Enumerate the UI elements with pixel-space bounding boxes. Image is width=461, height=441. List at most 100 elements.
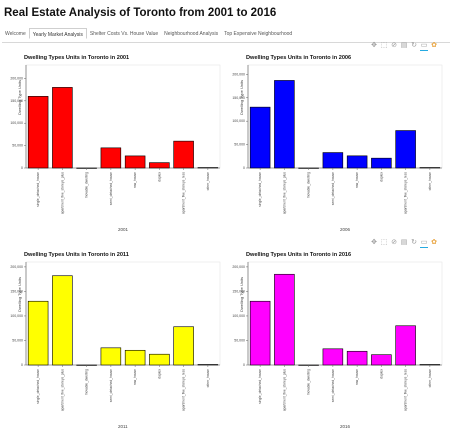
x-tick-label: movable_dwelling: [307, 172, 311, 198]
tab-neighbourhood-analysis[interactable]: Neighbourhood Analysis: [164, 31, 219, 37]
hover-icon[interactable]: ▭: [420, 41, 428, 51]
x-axis-label: 2016: [340, 424, 351, 429]
bar: [322, 348, 344, 366]
bar: [52, 275, 73, 366]
bokeh-logo-icon[interactable]: ✿: [431, 42, 437, 49]
y-tick-label: 150,000: [10, 289, 23, 293]
bar: [27, 300, 49, 366]
y-tick-label: 200,000: [232, 265, 245, 269]
bar: [395, 130, 416, 169]
pan-icon[interactable]: ✥: [371, 239, 377, 246]
bar: [371, 354, 392, 366]
x-tick-label: other_house: [206, 172, 210, 190]
box-zoom-icon[interactable]: ⬚: [380, 239, 388, 246]
bokeh-logo-icon[interactable]: ✿: [431, 239, 437, 246]
bar: [124, 349, 146, 366]
chart-title: Dwelling Types Units in Toronto in 2006: [246, 55, 352, 61]
wheel-zoom-icon[interactable]: ⊘: [391, 239, 397, 246]
y-tick-label: 100,000: [232, 119, 245, 123]
y-tick-label: 200,000: [10, 265, 23, 269]
chart-2006: Dwelling Types Units in Toronto in 2006 …: [232, 55, 450, 240]
bar: [249, 300, 271, 366]
x-tick-label: movable_dwelling: [85, 172, 89, 198]
tab-yearly-market-analysis[interactable]: Yearly Market Analysis: [28, 28, 87, 39]
reset-icon[interactable]: ↻: [411, 239, 417, 246]
bar: [27, 96, 49, 169]
x-tick-label: movable_dwelling: [307, 369, 311, 395]
y-tick-label: 50,000: [234, 143, 245, 147]
x-tick-label: apartment_five_storeys_plus: [282, 369, 286, 412]
y-tick-label: 100,000: [232, 314, 245, 318]
y-tick-label: 150,000: [10, 99, 23, 103]
y-axis-label: Dwelling Type Units: [239, 276, 244, 312]
bar: [52, 87, 73, 169]
bar: [173, 326, 194, 366]
x-tick-label: apartment_five_storeys_less: [404, 369, 408, 411]
x-tick-label: semi_detached_house: [109, 172, 113, 205]
x-tick-label: single_detached_house: [258, 369, 262, 404]
x-tick-label: duplex: [379, 172, 383, 182]
chart-2001: Dwelling Types Units in Toronto in 2001 …: [10, 55, 228, 240]
tab-welcome[interactable]: Welcome: [5, 31, 26, 37]
x-tick-label: other_house: [428, 172, 432, 190]
x-axis-label: 2011: [118, 424, 128, 429]
bar: [274, 273, 295, 366]
y-tick-label: 50,000: [12, 144, 23, 148]
x-tick-label: other_house: [206, 369, 210, 387]
y-tick-label: 150,000: [232, 289, 245, 293]
save-icon[interactable]: ▤: [400, 42, 408, 49]
hover-icon[interactable]: ▭: [420, 238, 428, 248]
y-tick-label: 50,000: [12, 338, 23, 342]
bar: [149, 162, 170, 169]
plot-toolbar-top: ✥ ⬚ ⊘ ▤ ↻ ▭ ✿: [370, 41, 450, 51]
bar: [346, 155, 368, 169]
plot-toolbar-bottom: ✥ ⬚ ⊘ ▤ ↻ ▭ ✿: [370, 238, 450, 248]
bar: [149, 353, 170, 366]
x-tick-label: single_detached_house: [36, 172, 40, 207]
save-icon[interactable]: ▤: [400, 239, 408, 246]
bar: [274, 80, 295, 169]
bar-chart-svg: 0 50,000 100,000 150,000 200,000 single_detac…: [232, 261, 443, 412]
x-tick-label: apartment_five_storeys_less: [182, 172, 186, 214]
bar-chart-svg: 0 50,000 100,000 150,000 200,000 single_detac…: [10, 261, 221, 412]
y-tick-label: 0: [243, 166, 245, 170]
bar: [346, 350, 368, 366]
chart-2016: Dwelling Types Units in Toronto in 2016 …: [232, 252, 450, 437]
x-tick-label: movable_dwelling: [85, 369, 89, 395]
y-tick-label: 200,000: [10, 76, 23, 80]
x-tick-label: row_house: [133, 172, 137, 188]
bar-chart-svg: 0 50,000 100,000 150,000 200,000 single_detac…: [232, 64, 443, 214]
reset-icon[interactable]: ↻: [411, 42, 417, 49]
tab-shelter-costs[interactable]: Shelter Costs Vs. House Value: [89, 31, 159, 37]
wheel-zoom-icon[interactable]: ⊘: [391, 42, 397, 49]
x-tick-label: other_house: [428, 369, 432, 387]
chart-title: Dwelling Types Units in Toronto in 2001: [24, 55, 130, 61]
x-tick-label: apartment_five_storeys_less: [404, 172, 408, 214]
x-tick-label: semi_detached_house: [109, 369, 113, 402]
x-tick-label: apartment_five_storeys_plus: [60, 369, 64, 412]
x-tick-label: semi_detached_house: [331, 369, 335, 402]
pan-icon[interactable]: ✥: [371, 42, 377, 49]
x-tick-label: apartment_five_storeys_plus: [60, 172, 64, 215]
y-tick-label: 150,000: [232, 96, 245, 100]
x-tick-label: row_house: [355, 369, 359, 385]
page-title: Real Estate Analysis of Toronto from 200…: [4, 7, 277, 19]
chart-title: Dwelling Types Units in Toronto in 2011: [24, 252, 129, 258]
box-zoom-icon[interactable]: ⬚: [380, 42, 388, 49]
y-tick-label: 200,000: [232, 72, 245, 76]
bar: [395, 325, 416, 366]
x-tick-label: duplex: [157, 172, 161, 182]
x-axis-label: 2001: [118, 227, 129, 232]
bar: [100, 347, 122, 366]
x-tick-label: single_detached_house: [36, 369, 40, 404]
tab-top-expensive-neighbourhood[interactable]: Top Expensive Neighbourhood: [224, 31, 293, 37]
x-axis-label: 2006: [340, 227, 351, 232]
bar: [173, 140, 194, 169]
bar: [371, 157, 392, 169]
bar-chart-svg: 0 50,000 100,000 150,000 200,000 single_detac…: [10, 64, 221, 215]
x-tick-label: duplex: [379, 369, 383, 379]
y-tick-label: 100,000: [10, 314, 23, 318]
tab-bar: Welcome Yearly Market Analysis Shelter C…: [2, 28, 450, 43]
bar: [124, 155, 146, 169]
x-tick-label: semi_detached_house: [331, 172, 335, 205]
